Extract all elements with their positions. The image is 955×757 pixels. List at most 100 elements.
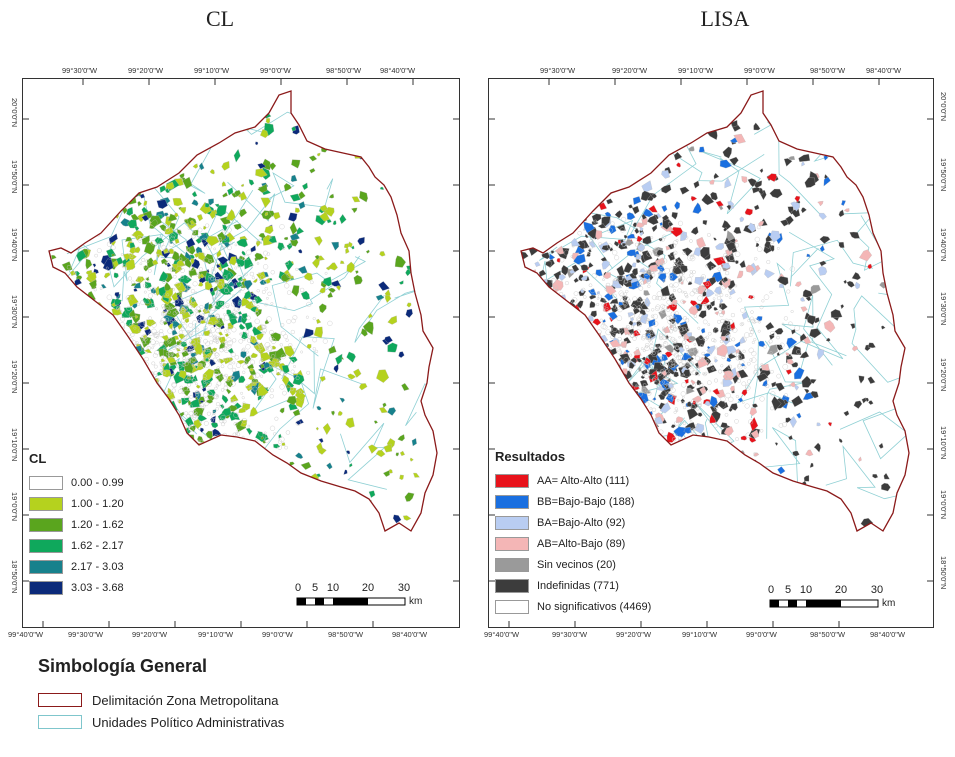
- tract-outline: [598, 358, 602, 362]
- tract-outline: [639, 297, 643, 300]
- census-tract: [260, 436, 264, 440]
- census-tract: [634, 416, 641, 425]
- census-tract: [165, 181, 175, 190]
- census-tract: [178, 333, 186, 340]
- census-tract: [729, 288, 736, 296]
- tract-outline: [646, 390, 652, 396]
- census-tract: [405, 268, 411, 277]
- census-tract: [122, 438, 128, 444]
- tract-outline: [181, 327, 185, 331]
- legend-swatch: [29, 496, 63, 511]
- census-tract: [713, 307, 719, 311]
- census-tract: [724, 252, 736, 263]
- census-tract: [729, 403, 738, 411]
- census-tract: [612, 409, 623, 419]
- census-tract: [255, 141, 259, 146]
- census-tract: [72, 415, 84, 424]
- tract-outline: [188, 322, 193, 328]
- census-tract: [726, 357, 732, 363]
- tract-outline: [659, 263, 664, 268]
- tract-outline: [681, 326, 686, 331]
- tract-outline: [155, 399, 161, 405]
- census-tract: [241, 483, 247, 489]
- scale-label: 30: [397, 582, 411, 594]
- cl-map[interactable]: CL 0.00 - 0.99 1.00 - 1.20 1.20 - 1.62 1.62…: [22, 78, 460, 628]
- census-tract: [216, 249, 222, 258]
- tract-outline: [221, 375, 227, 381]
- census-tract: [628, 387, 633, 392]
- tract-outline: [186, 248, 191, 252]
- tract-outline: [710, 266, 715, 270]
- census-tract: [273, 443, 281, 449]
- census-tract: [627, 204, 634, 209]
- census-tract: [379, 407, 388, 414]
- census-tract: [673, 454, 678, 459]
- tract-outline: [646, 308, 650, 313]
- tract-outline: [153, 333, 158, 338]
- census-tract: [794, 195, 801, 203]
- census-tract: [723, 370, 734, 380]
- tract-outline: [204, 378, 208, 382]
- census-tract: [249, 367, 254, 372]
- tract-outline: [181, 338, 187, 345]
- legend-item-label: 1.20 - 1.62: [71, 518, 124, 531]
- general-legend-title: Simbología General: [38, 656, 208, 676]
- census-tract: [317, 152, 321, 157]
- census-tract: [82, 329, 87, 333]
- tract-outline: [148, 331, 154, 337]
- census-tract: [326, 462, 333, 470]
- census-tract: [736, 270, 744, 279]
- tract-outline: [198, 332, 202, 336]
- tract-outline: [614, 255, 620, 261]
- tract-outline: [678, 362, 684, 368]
- tract-outline: [671, 303, 676, 307]
- tract-outline: [705, 359, 710, 364]
- census-tract: [237, 310, 243, 315]
- census-tract: [785, 369, 792, 375]
- tract-outline: [191, 234, 196, 239]
- tract-outline: [670, 455, 675, 461]
- census-tract: [611, 376, 616, 381]
- tract-outline: [749, 316, 754, 321]
- census-tract: [532, 360, 540, 367]
- tract-outline: [606, 411, 610, 415]
- census-tract: [107, 368, 112, 374]
- admin-unit-boundary: [52, 209, 111, 382]
- tract-outline: [201, 237, 207, 244]
- tract-outline: [209, 327, 216, 333]
- coordinate-tick-label: 99°0'0"W: [746, 630, 777, 639]
- census-tract: [173, 495, 179, 503]
- census-tract: [288, 402, 298, 411]
- census-tract: [134, 180, 143, 192]
- census-tract: [571, 359, 576, 364]
- census-tract: [641, 180, 653, 193]
- tract-outline: [167, 267, 171, 271]
- tract-outline: [201, 347, 206, 352]
- census-tract: [248, 179, 255, 186]
- tract-outline: [186, 276, 190, 280]
- tract-outline: [656, 345, 660, 349]
- census-tract: [346, 351, 356, 363]
- tract-outline: [656, 383, 662, 389]
- census-tract: [193, 342, 203, 356]
- census-tract: [714, 286, 722, 295]
- census-tract: [602, 400, 610, 412]
- tract-outline: [178, 289, 183, 295]
- census-tract: [179, 449, 189, 461]
- tract-outline: [199, 421, 203, 424]
- tract-outline: [264, 431, 267, 434]
- census-tract: [867, 376, 876, 384]
- census-tract: [239, 121, 247, 131]
- lisa-map[interactable]: Resultados AA= Alto-Alto (111) BB=Bajo-Ba…: [488, 78, 934, 628]
- tract-outline: [651, 295, 657, 301]
- census-tract: [184, 539, 190, 545]
- tract-outline: [768, 339, 773, 344]
- tract-outline: [570, 414, 577, 420]
- tract-outline: [99, 287, 103, 290]
- census-tract: [163, 248, 170, 254]
- census-tract: [529, 215, 539, 227]
- coordinate-tick-label: 20°0'0"N: [10, 98, 19, 128]
- census-tract: [872, 474, 879, 479]
- tract-outline: [662, 328, 667, 332]
- census-tract: [595, 269, 603, 277]
